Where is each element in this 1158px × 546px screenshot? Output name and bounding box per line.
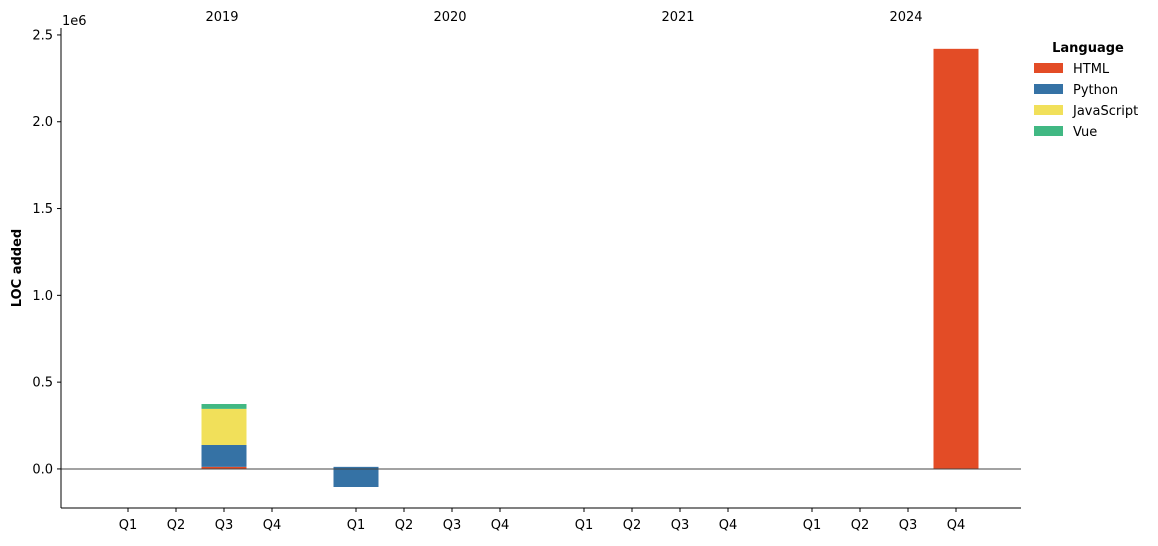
x-tick-label: Q3: [671, 518, 690, 533]
legend-swatch-javascript: [1034, 105, 1063, 115]
legend: Language HTML Python JavaScript Vue: [1034, 41, 1138, 140]
y-axis-label: LOC added: [10, 229, 25, 307]
legend-label-html: HTML: [1073, 62, 1110, 77]
bar-vue-2019-Q3: [201, 404, 247, 409]
legend-label-python: Python: [1073, 83, 1118, 98]
x-tick-label: Q2: [395, 518, 414, 533]
y-tick-label: 1.0: [32, 289, 53, 304]
x-tick-label: Q4: [491, 518, 510, 533]
bar-javascript-2019-Q3: [201, 408, 247, 445]
y-tick-label: 2.0: [32, 115, 53, 130]
x-tick-label: Q3: [899, 518, 918, 533]
x-tick-label: Q3: [215, 518, 234, 533]
x-ticks: Q1 Q2 Q3 Q4 2019 Q1 Q2 Q3 Q4 2020 Q1 Q2 Q3 Q4 2021 Q1 Q2…: [119, 10, 966, 533]
legend-label-vue: Vue: [1073, 125, 1097, 140]
bar-python-2019-Q3: [201, 444, 247, 467]
bar-python-negative-2020-Q1: [333, 468, 379, 487]
year-label: 2021: [661, 10, 694, 25]
x-tick-label: Q2: [623, 518, 642, 533]
x-tick-label: Q4: [719, 518, 738, 533]
x-tick-label: Q1: [347, 518, 366, 533]
legend-title: Language: [1052, 41, 1124, 56]
x-tick-label: Q4: [263, 518, 282, 533]
x-tick-label: Q3: [443, 518, 462, 533]
x-tick-label: Q4: [947, 518, 966, 533]
y-tick-label: 2.5: [32, 28, 53, 43]
bars: [201, 48, 979, 487]
x-tick-label: Q2: [851, 518, 870, 533]
bar-html-2024-Q4: [933, 48, 979, 469]
x-tick-label: Q2: [167, 518, 186, 533]
legend-swatch-html: [1034, 63, 1063, 73]
legend-swatch-python: [1034, 84, 1063, 94]
year-label: 2020: [433, 10, 466, 25]
year-label: 2024: [889, 10, 922, 25]
bar-html-2019-Q3: [201, 466, 247, 469]
bar-python-2020-Q1: [333, 466, 379, 469]
x-tick-label: Q1: [575, 518, 594, 533]
y-tick-label: 0.0: [32, 462, 53, 477]
x-tick-label: Q1: [803, 518, 822, 533]
y-offset-label: 1e6: [62, 14, 87, 29]
y-tick-label: 1.5: [32, 202, 53, 217]
x-tick-label: Q1: [119, 518, 138, 533]
legend-swatch-vue: [1034, 126, 1063, 136]
legend-label-javascript: JavaScript: [1072, 104, 1138, 119]
year-label: 2019: [205, 10, 238, 25]
y-tick-label: 0.5: [32, 376, 53, 391]
y-ticks: 0.0 0.5 1.0 1.5 2.0 2.5: [32, 28, 61, 477]
